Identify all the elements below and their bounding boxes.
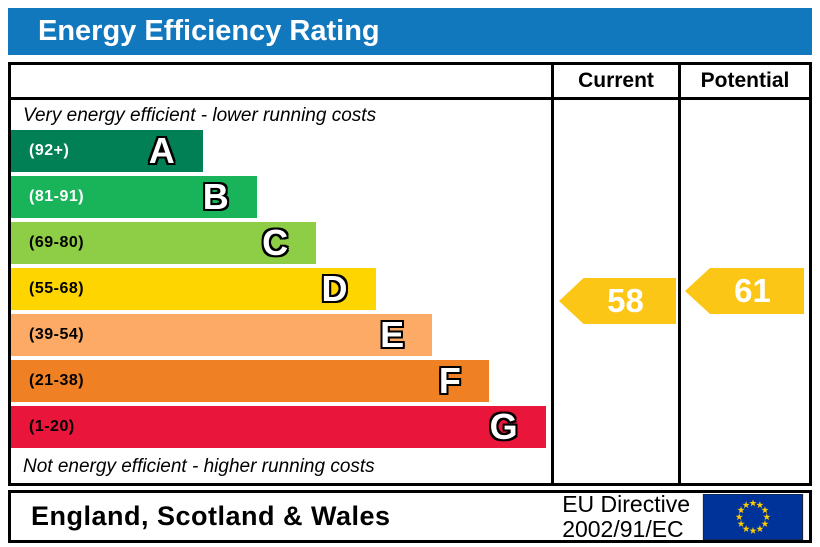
band-bar-c: (69-80) C xyxy=(11,222,317,264)
band-row-d: (55-68) D xyxy=(11,268,551,314)
directive-line-2: 2002/91/EC xyxy=(562,515,684,542)
band-bar-d: (55-68) D xyxy=(11,268,376,310)
rating-table: Current Potential Very energy efficient … xyxy=(8,62,812,486)
potential-value-column: 61 xyxy=(678,100,809,483)
table-header-row: Current Potential xyxy=(11,65,809,100)
band-row-g: (1-20) G xyxy=(11,406,551,452)
potential-rating-arrow: 61 xyxy=(685,268,804,314)
footer-bar: England, Scotland & Wales EU Directive 2… xyxy=(8,490,812,543)
band-row-c: (69-80) C xyxy=(11,222,551,268)
band-bar-e: (39-54) E xyxy=(11,314,433,356)
bands-column: Very energy efficient - lower running co… xyxy=(11,100,551,483)
band-bar-f: (21-38) F xyxy=(11,360,489,402)
band-row-a: (92+) A xyxy=(11,130,551,176)
band-letter: E xyxy=(380,314,405,355)
band-range-label: (1-20) xyxy=(29,418,75,435)
potential-column-header: Potential xyxy=(678,65,809,100)
page-title: Energy Efficiency Rating xyxy=(8,8,812,55)
band-range-label: (55-68) xyxy=(29,280,85,297)
band-letter: D xyxy=(321,268,348,309)
footer-directive-label: EU Directive 2002/91/EC xyxy=(562,490,690,542)
current-value-column: 58 xyxy=(551,100,678,483)
band-row-f: (21-38) F xyxy=(11,360,551,406)
band-range-label: (69-80) xyxy=(29,234,85,251)
band-range-label: (81-91) xyxy=(29,188,85,205)
directive-line-1: EU Directive xyxy=(562,490,690,517)
footer-region-label: England, Scotland & Wales xyxy=(31,501,391,531)
band-bar-g: (1-20) G xyxy=(11,406,546,448)
band-range-label: (39-54) xyxy=(29,326,85,343)
bands-header-cell xyxy=(11,65,551,100)
band-letter: A xyxy=(148,130,175,171)
band-range-label: (92+) xyxy=(29,142,70,159)
band-letter: G xyxy=(489,406,518,447)
band-letter: B xyxy=(202,176,229,217)
top-note: Very energy efficient - lower running co… xyxy=(23,105,377,126)
band-row-b: (81-91) B xyxy=(11,176,551,222)
band-row-e: (39-54) E xyxy=(11,314,551,360)
band-letter: F xyxy=(438,360,461,401)
band-range-label: (21-38) xyxy=(29,372,85,389)
band-bar-a: (92+) A xyxy=(11,130,203,172)
current-rating-arrow: 58 xyxy=(559,278,676,324)
band-bar-b: (81-91) B xyxy=(11,176,257,218)
eu-flag-icon xyxy=(700,493,806,540)
table-body: Very energy efficient - lower running co… xyxy=(11,100,809,483)
current-column-header: Current xyxy=(551,65,678,100)
bottom-note: Not energy efficient - higher running co… xyxy=(23,456,375,477)
band-letter: C xyxy=(262,222,289,263)
